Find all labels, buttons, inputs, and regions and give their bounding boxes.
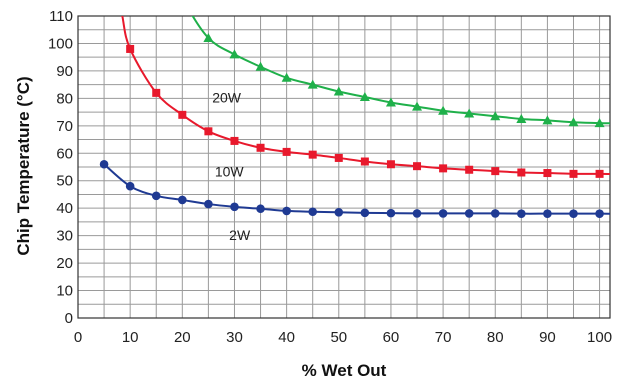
data-point-2w <box>464 209 474 218</box>
y-tick-label: 40 <box>56 200 73 217</box>
data-point-20w <box>385 97 396 107</box>
data-point-10w <box>386 160 395 169</box>
data-point-2w <box>230 202 239 212</box>
data-point-2w <box>438 209 448 218</box>
y-tick-label: 20 <box>56 255 73 272</box>
data-point-20w <box>333 86 344 96</box>
x-tick-label: 40 <box>278 329 295 346</box>
series-line-2w <box>103 163 610 215</box>
x-tick-label: 20 <box>174 329 191 346</box>
series-markers <box>99 32 605 218</box>
data-point-10w <box>178 110 187 119</box>
series-labels: 2W 10W 20W <box>212 89 251 242</box>
data-point-2w <box>360 208 370 218</box>
x-axis-title: % Wet Out <box>302 361 387 380</box>
y-tick-label: 60 <box>56 145 73 162</box>
data-point-10w <box>517 168 526 177</box>
data-point-10w <box>282 147 291 156</box>
tick-labels: 0 10 20 30 40 50 60 70 80 90 100 0 10 20 30 40 50 60 70 80 9… <box>48 8 612 346</box>
data-point-2w <box>517 209 526 218</box>
series-label-10w: 10W <box>215 164 245 180</box>
data-point-10w <box>256 143 265 152</box>
data-point-10w <box>152 88 161 97</box>
data-point-10w <box>595 169 604 178</box>
data-point-2w <box>412 209 422 218</box>
data-point-20w <box>490 111 501 121</box>
data-point-2w <box>569 209 578 218</box>
data-point-2w <box>334 208 344 217</box>
y-tick-label: 80 <box>56 90 73 107</box>
y-tick-label: 50 <box>56 173 73 190</box>
data-point-10w <box>543 169 552 178</box>
x-tick-label: 10 <box>122 329 139 346</box>
data-point-20w <box>229 49 240 59</box>
x-tick-label: 70 <box>435 329 452 346</box>
data-point-10w <box>465 165 474 174</box>
data-point-20w <box>464 108 475 118</box>
data-point-2w <box>99 159 109 169</box>
x-tick-label: 0 <box>74 329 82 346</box>
data-point-2w <box>490 209 500 218</box>
data-point-10w <box>126 44 135 53</box>
x-tick-label: 80 <box>487 329 504 346</box>
data-point-10w <box>230 136 239 145</box>
data-point-20w <box>412 101 423 111</box>
data-point-2w <box>204 199 213 209</box>
grid <box>77 15 611 319</box>
data-point-2w <box>386 208 396 218</box>
data-point-20w <box>281 72 292 82</box>
data-point-10w <box>308 150 317 159</box>
x-tick-label: 90 <box>539 329 556 346</box>
y-tick-label: 70 <box>56 118 73 135</box>
x-tick-label: 100 <box>587 329 612 346</box>
series-label-20w: 20W <box>212 89 242 105</box>
data-point-10w <box>334 153 343 162</box>
data-point-20w <box>359 91 370 101</box>
y-tick-label: 30 <box>56 228 73 245</box>
data-point-2w <box>125 181 135 191</box>
plot-frame <box>77 15 611 319</box>
data-point-2w <box>308 207 318 217</box>
data-point-10w <box>569 169 578 178</box>
y-tick-label: 90 <box>56 63 73 80</box>
series-label-2w: 2W <box>229 227 251 243</box>
series-line-10w <box>121 16 610 176</box>
data-point-2w <box>595 209 604 218</box>
x-tick-label: 50 <box>330 329 347 346</box>
data-point-20w <box>568 117 579 127</box>
data-point-20w <box>516 113 527 123</box>
y-axis-title: Chip Temperature (°C) <box>14 76 33 255</box>
data-point-10w <box>491 167 500 176</box>
series-curves <box>103 16 610 215</box>
data-point-20w <box>255 61 266 71</box>
data-point-20w <box>203 32 214 42</box>
data-point-2w <box>256 204 265 214</box>
y-tick-label: 100 <box>48 35 73 52</box>
data-point-20w <box>594 118 605 128</box>
data-point-10w <box>413 162 422 171</box>
x-tick-label: 60 <box>383 329 400 346</box>
data-point-20w <box>307 79 318 89</box>
x-tick-label: 30 <box>226 329 243 346</box>
data-point-20w <box>438 105 449 115</box>
y-tick-label: 10 <box>56 283 73 300</box>
data-point-2w <box>543 209 552 218</box>
y-tick-label: 0 <box>65 310 73 327</box>
data-point-2w <box>151 191 161 201</box>
data-point-20w <box>542 115 553 125</box>
y-tick-label: 110 <box>49 8 73 25</box>
data-point-2w <box>178 195 187 205</box>
data-point-10w <box>439 164 448 173</box>
data-point-10w <box>360 157 369 166</box>
data-point-2w <box>282 206 291 216</box>
data-point-10w <box>204 127 213 136</box>
